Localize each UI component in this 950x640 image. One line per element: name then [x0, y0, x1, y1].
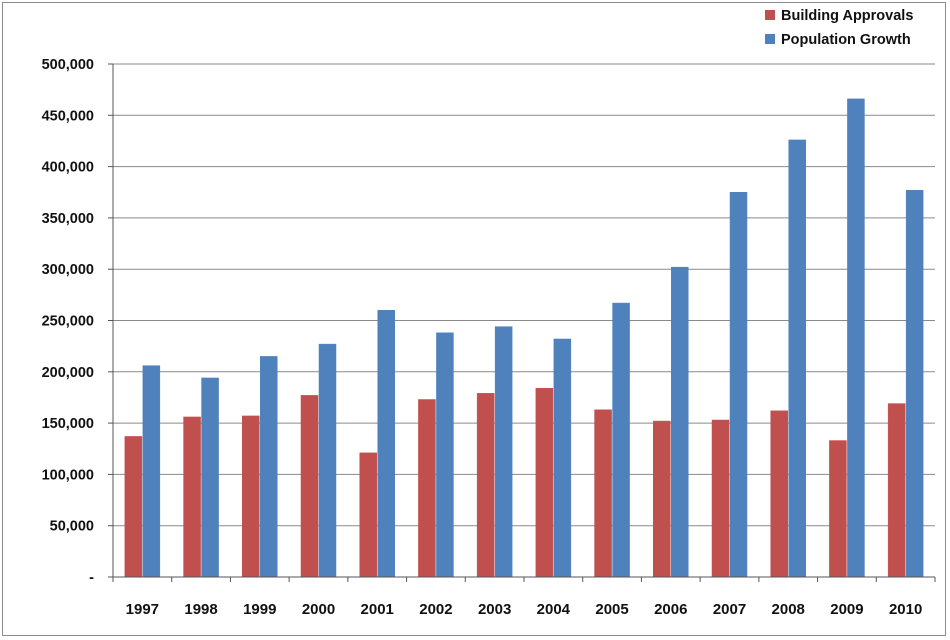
- bar-population-growth-1999: [260, 356, 278, 578]
- bar-building-approvals-2006: [653, 420, 671, 578]
- x-tick-label: 2005: [595, 601, 628, 618]
- y-tick-label: 250,000: [42, 314, 94, 330]
- y-tick-label: 450,000: [42, 108, 94, 124]
- y-tick-label: 400,000: [42, 160, 94, 176]
- bar-building-approvals-2005: [594, 409, 612, 578]
- y-tick-label: 300,000: [42, 262, 94, 278]
- bar-building-approvals-2001: [359, 452, 377, 578]
- bar-population-growth-1997: [142, 365, 161, 578]
- x-tick-label: 2008: [772, 601, 805, 618]
- legend-label: Population Growth: [781, 32, 911, 48]
- x-tick-label: 2004: [537, 601, 571, 618]
- x-tick-label: 2007: [713, 601, 746, 618]
- y-tick-label: 200,000: [42, 365, 94, 381]
- y-tick-label: 350,000: [42, 211, 94, 227]
- y-tick-label: 100,000: [42, 467, 94, 483]
- y-tick-label: 150,000: [42, 416, 94, 432]
- x-tick-label: 1998: [184, 601, 217, 618]
- x-tick-label: 1999: [243, 601, 276, 618]
- bar-building-approvals-1998: [183, 416, 201, 578]
- legend: Building Approvals Population Growth: [765, 8, 913, 48]
- bar-building-approvals-2010: [887, 403, 906, 578]
- bar-building-approvals-2002: [418, 399, 436, 578]
- bar-building-approvals-2003: [476, 393, 495, 578]
- bar-building-approvals-1997: [124, 436, 143, 578]
- bar-building-approvals-2004: [535, 387, 554, 578]
- x-axis-ticks: 1997 1998 1999 2000 2001 2002 2003 2004 2005 2006…: [112, 577, 936, 618]
- bar-population-growth-2009: [847, 98, 865, 578]
- x-tick-label: 2003: [478, 601, 511, 618]
- y-tick-label: -: [89, 570, 94, 586]
- x-tick-label: 2010: [889, 601, 922, 618]
- x-tick-label: 2002: [419, 601, 452, 618]
- bar-population-growth-2003: [494, 326, 513, 578]
- y-axis-ticks: - 50,000 100,000 150,000 200,000 250,000 300,0…: [42, 57, 113, 586]
- bar-building-approvals-1999: [242, 415, 260, 578]
- bar-building-approvals-2008: [770, 410, 788, 578]
- bar-population-growth-2005: [612, 302, 630, 578]
- y-tick-label: 500,000: [42, 57, 94, 73]
- bar-population-growth-2008: [788, 139, 806, 578]
- x-tick-label: 2009: [830, 601, 863, 618]
- legend-swatch-population-growth: [765, 34, 775, 44]
- bar-population-growth-2010: [905, 189, 924, 578]
- bar-building-approvals-2000: [300, 395, 319, 578]
- x-tick-label: 2006: [654, 601, 687, 618]
- bar-population-growth-2001: [377, 309, 395, 578]
- x-tick-label: 2000: [302, 601, 335, 618]
- gridlines: [113, 63, 935, 527]
- legend-swatch-building-approvals: [765, 10, 775, 20]
- bar-population-growth-2007: [729, 192, 748, 578]
- bar-building-approvals-2009: [829, 440, 847, 578]
- x-tick-label: 1997: [126, 601, 159, 618]
- bar-population-growth-2002: [436, 332, 454, 578]
- bar-population-growth-2006: [671, 266, 689, 578]
- bar-population-growth-2004: [553, 338, 572, 578]
- y-tick-label: 50,000: [50, 519, 94, 535]
- bars: [124, 98, 924, 578]
- bar-building-approvals-2007: [711, 419, 730, 578]
- bar-population-growth-2000: [318, 343, 337, 578]
- bar-population-growth-1998: [201, 377, 219, 578]
- legend-label: Building Approvals: [781, 8, 913, 24]
- x-tick-label: 2001: [361, 601, 394, 618]
